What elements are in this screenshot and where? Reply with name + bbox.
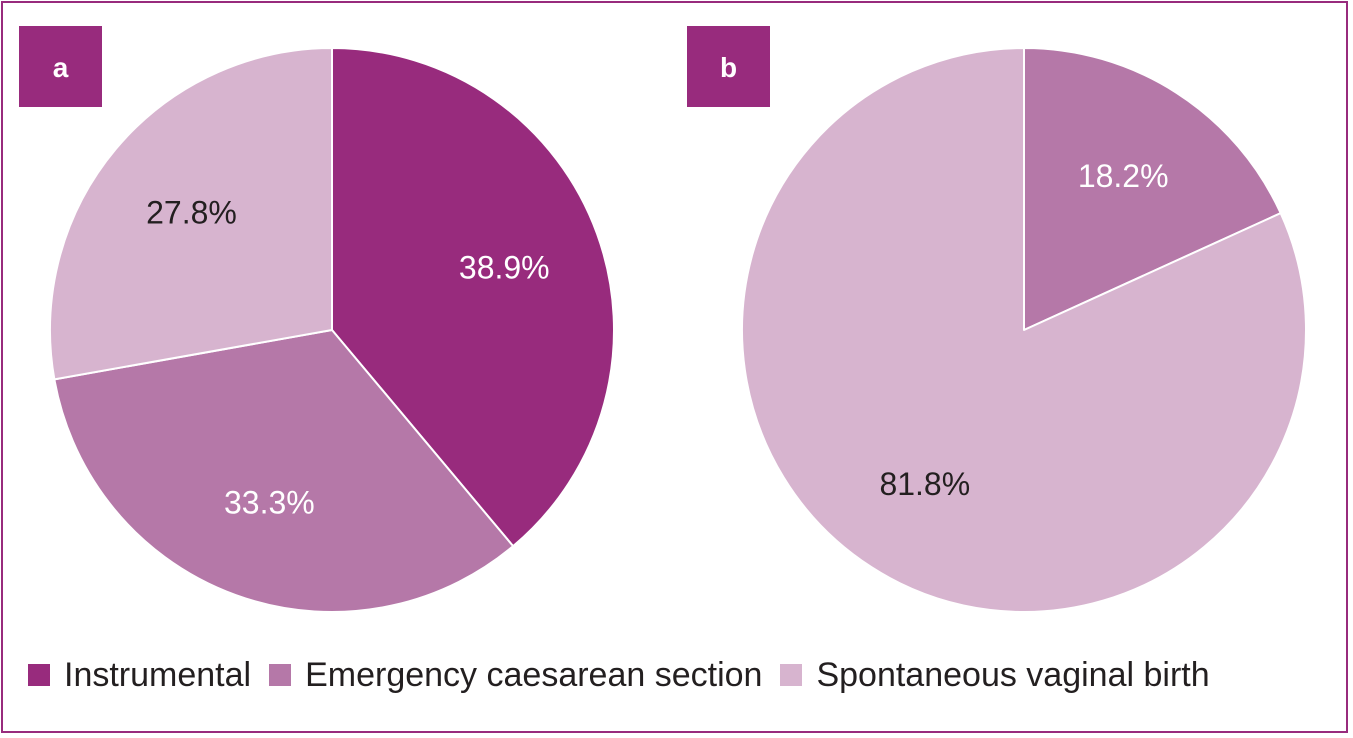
panel-tag-b-box xyxy=(687,26,770,107)
pie-b-label-spontaneous-vaginal-birth: 81.8% xyxy=(879,466,970,502)
panel-tag-b-label: b xyxy=(720,52,737,83)
pie-a-slice-instrumental xyxy=(331,47,615,548)
pie-a-label-instrumental: 38.9% xyxy=(459,249,550,285)
pie-a-label-emergency-caesarean-section: 33.3% xyxy=(224,484,315,520)
panel-tag-a-label: a xyxy=(53,52,69,83)
pie-a-label-spontaneous-vaginal-birth: 27.8% xyxy=(146,194,237,230)
legend-swatch-instrumental xyxy=(28,664,50,686)
pie-b-slice-spontaneous-vaginal-birth xyxy=(741,47,1307,613)
legend-swatch-emergency-caesarean xyxy=(269,664,292,686)
legend-label-instrumental: Instrumental xyxy=(64,656,252,694)
legend-label-spontaneous-vaginal: Spontaneous vaginal birth xyxy=(816,656,1210,694)
pie-chart-a: 38.9% 33.3% 27.8% xyxy=(49,47,615,613)
pie-a-slice-emergency-caesarean-section xyxy=(53,329,515,613)
panel-tag-b: b xyxy=(687,26,770,107)
panel-tag-a-box xyxy=(19,26,102,107)
pie-chart-b: 18.2% 81.8% xyxy=(741,47,1307,613)
legend-item-spontaneous-vaginal: Spontaneous vaginal birth xyxy=(780,656,1210,694)
legend-label-emergency-caesarean: Emergency caesarean section xyxy=(305,656,763,694)
legend-item-emergency-caesarean: Emergency caesarean section xyxy=(269,658,762,692)
legend-item-instrumental: Instrumental xyxy=(28,658,251,692)
pie-b-label-emergency-caesarean-section: 18.2% xyxy=(1078,158,1169,194)
panel-tag-a: a xyxy=(19,26,102,107)
chart-legend: Instrumental Emergency caesarean section… xyxy=(28,652,1228,698)
legend-swatch-spontaneous-vaginal xyxy=(780,664,803,686)
pie-a-slice-spontaneous-vaginal-birth xyxy=(49,47,333,381)
pie-b-slice-emergency-caesarean-section xyxy=(1023,47,1282,331)
